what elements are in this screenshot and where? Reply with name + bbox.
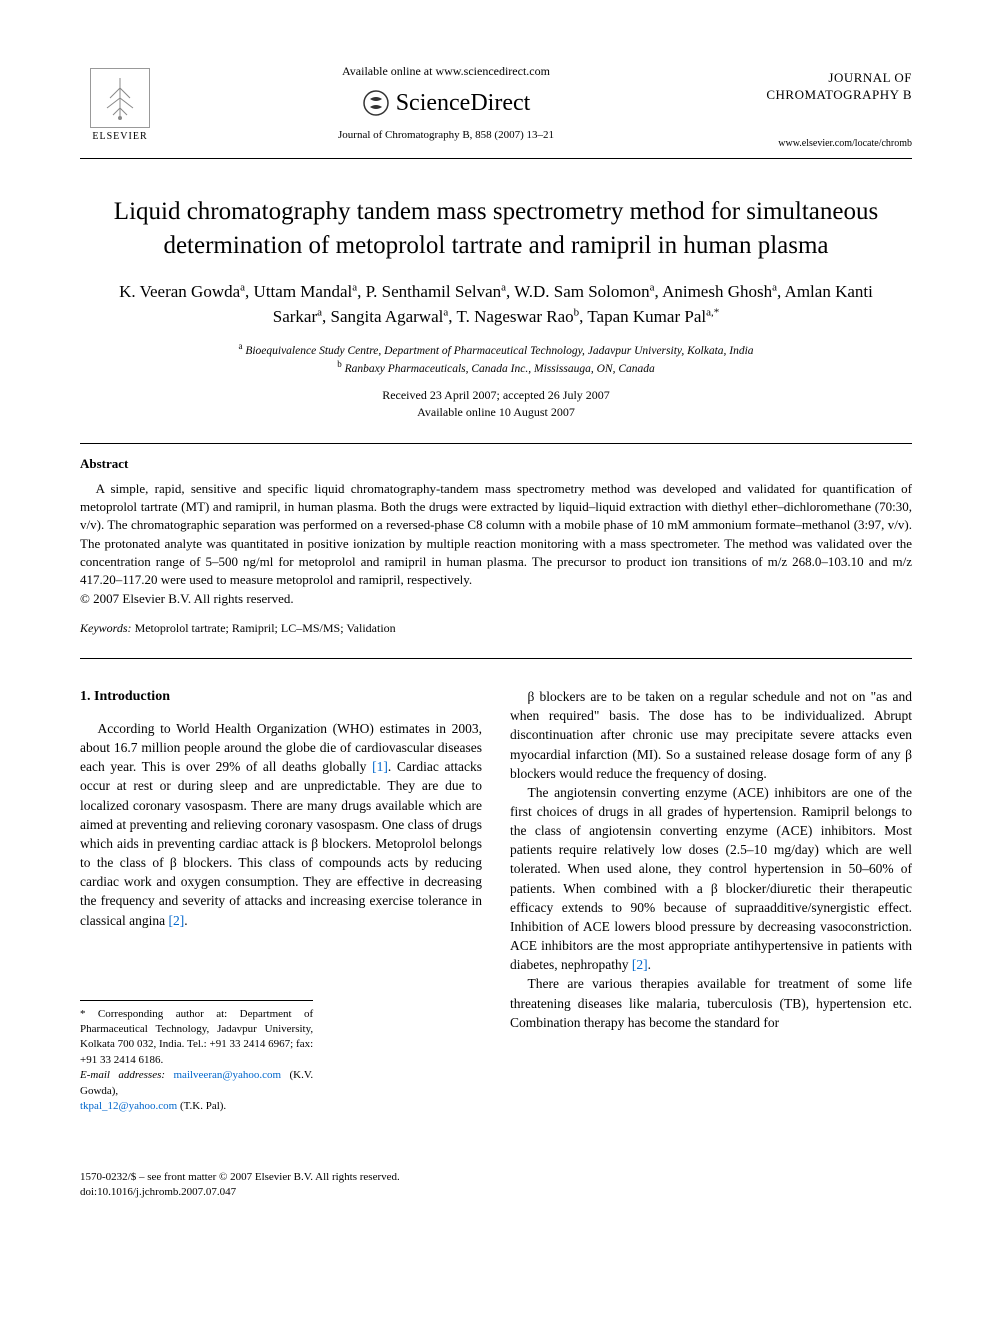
article-dates: Received 23 April 2007; accepted 26 July… xyxy=(80,387,912,421)
elsevier-tree-icon xyxy=(90,68,150,128)
article-title: Liquid chromatography tandem mass spectr… xyxy=(80,195,912,263)
intro-heading: 1. Introduction xyxy=(80,687,482,707)
affiliation-b: b Ranbaxy Pharmaceuticals, Canada Inc., … xyxy=(80,358,912,377)
column-right: β blockers are to be taken on a regular … xyxy=(510,687,912,1114)
email-2-author: (T.K. Pal). xyxy=(180,1100,226,1112)
ref-link[interactable]: [1] xyxy=(372,759,388,774)
sciencedirect-icon xyxy=(362,89,390,117)
header-rule xyxy=(80,158,912,159)
elsevier-label: ELSEVIER xyxy=(92,131,147,142)
footer-line-1: 1570-0232/$ – see front matter © 2007 El… xyxy=(80,1170,912,1185)
right-paragraph-1: β blockers are to be taken on a regular … xyxy=(510,687,912,783)
affiliations: a Bioequivalence Study Centre, Departmen… xyxy=(80,340,912,378)
affiliation-a-text: Bioequivalence Study Centre, Department … xyxy=(245,344,753,356)
affiliation-b-text: Ranbaxy Pharmaceuticals, Canada Inc., Mi… xyxy=(345,363,655,375)
right-paragraph-3: There are various therapies available fo… xyxy=(510,974,912,1031)
abstract-copyright: © 2007 Elsevier B.V. All rights reserved… xyxy=(80,591,912,607)
email-line-2: tkpal_12@yahoo.com (T.K. Pal). xyxy=(80,1099,313,1114)
footnotes: * Corresponding author at: Department of… xyxy=(80,1000,313,1115)
email-2[interactable]: tkpal_12@yahoo.com xyxy=(80,1100,177,1112)
footer-meta: 1570-0232/$ – see front matter © 2007 El… xyxy=(80,1170,912,1200)
abstract-heading: Abstract xyxy=(80,456,912,472)
abstract-text: A simple, rapid, sensitive and specific … xyxy=(80,480,912,589)
keywords-text: Metoprolol tartrate; Ramipril; LC–MS/MS;… xyxy=(135,621,396,635)
authors: K. Veeran Gowdaa, Uttam Mandala, P. Sent… xyxy=(80,279,912,330)
dates-line2: Available online 10 August 2007 xyxy=(80,404,912,421)
elsevier-logo: ELSEVIER xyxy=(80,60,160,150)
abstract-bottom-rule xyxy=(80,658,912,659)
email-addresses: E-mail addresses: mailveeran@yahoo.com (… xyxy=(80,1068,313,1099)
right-paragraph-2: The angiotensin converting enzyme (ACE) … xyxy=(510,783,912,975)
body-columns: 1. Introduction According to World Healt… xyxy=(80,687,912,1114)
intro-paragraph-1: According to World Health Organization (… xyxy=(80,719,482,930)
ref-link[interactable]: [2] xyxy=(632,957,648,972)
email-1[interactable]: mailveeran@yahoo.com xyxy=(174,1069,282,1081)
journal-header: JOURNAL OF CHROMATOGRAPHY B www.elsevier… xyxy=(732,60,912,149)
sciencedirect-label: ScienceDirect xyxy=(396,90,531,117)
abstract-top-rule xyxy=(80,443,912,444)
citation: Journal of Chromatography B, 858 (2007) … xyxy=(160,129,732,141)
corresponding-author: * Corresponding author at: Department of… xyxy=(80,1007,313,1069)
journal-name-line2: CHROMATOGRAPHY B xyxy=(732,87,912,104)
keywords-label: Keywords: xyxy=(80,621,132,635)
page-header: ELSEVIER Available online at www.science… xyxy=(80,60,912,150)
keywords: Keywords: Metoprolol tartrate; Ramipril;… xyxy=(80,621,912,636)
abstract-body: A simple, rapid, sensitive and specific … xyxy=(80,481,912,587)
journal-name-line1: JOURNAL OF xyxy=(732,70,912,87)
journal-url: www.elsevier.com/locate/chromb xyxy=(732,138,912,149)
sciencedirect-logo: ScienceDirect xyxy=(160,89,732,117)
affiliation-a: a Bioequivalence Study Centre, Departmen… xyxy=(80,340,912,359)
email-label: E-mail addresses: xyxy=(80,1069,165,1081)
ref-link[interactable]: [2] xyxy=(168,913,184,928)
column-left: 1. Introduction According to World Healt… xyxy=(80,687,482,1114)
dates-line1: Received 23 April 2007; accepted 26 July… xyxy=(80,387,912,404)
center-header: Available online at www.sciencedirect.co… xyxy=(160,60,732,141)
footer-line-2: doi:10.1016/j.jchromb.2007.07.047 xyxy=(80,1185,912,1200)
available-online-text: Available online at www.sciencedirect.co… xyxy=(160,64,732,79)
